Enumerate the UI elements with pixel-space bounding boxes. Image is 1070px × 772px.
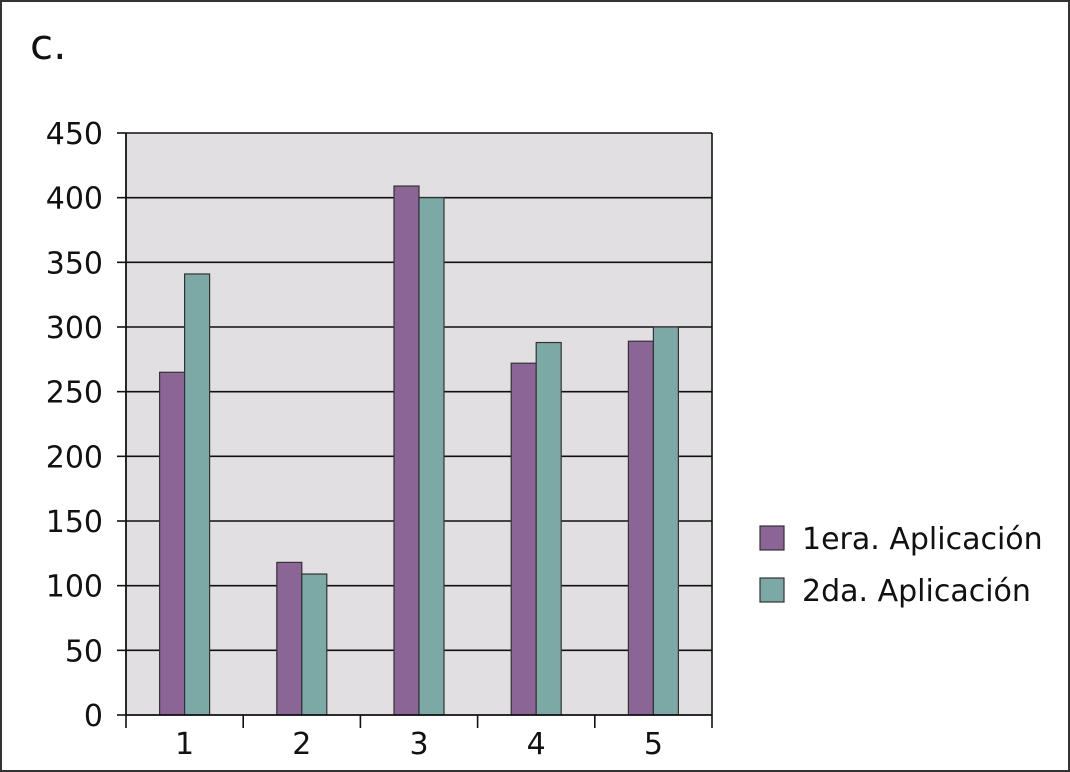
y-axis-ticks: 0 50 100 150 200 250 300 350 400 450 bbox=[46, 117, 126, 734]
bar-series1-cat3 bbox=[393, 185, 420, 716]
bars bbox=[159, 185, 680, 716]
bar-series2-cat4 bbox=[535, 341, 562, 716]
y-tick-label: 100 bbox=[46, 570, 103, 605]
bar-series1-cat1 bbox=[159, 371, 186, 716]
y-tick-label: 400 bbox=[46, 182, 103, 217]
bar-series1-cat2 bbox=[276, 561, 303, 716]
y-tick-label: 0 bbox=[84, 699, 103, 734]
bar-series1-cat4 bbox=[510, 362, 537, 716]
axes bbox=[125, 133, 713, 716]
y-tick-label: 150 bbox=[46, 505, 103, 540]
legend-swatch-2 bbox=[759, 577, 785, 603]
bar-series1-cat5 bbox=[627, 340, 655, 716]
y-tick-label: 300 bbox=[46, 311, 103, 346]
legend: 1era. Aplicación 2da. Aplicación bbox=[759, 522, 1043, 609]
x-tick-label: 3 bbox=[409, 727, 428, 762]
bar-series2-cat5 bbox=[652, 326, 680, 716]
x-tick-label: 1 bbox=[175, 727, 194, 762]
legend-label-2: 2da. Aplicación bbox=[802, 574, 1031, 609]
x-tick-label: 5 bbox=[644, 727, 663, 762]
bar-series2-cat2 bbox=[301, 573, 328, 716]
bar-series2-cat3 bbox=[418, 197, 445, 716]
legend-swatch-1 bbox=[759, 525, 785, 551]
x-tick-label: 2 bbox=[292, 727, 311, 762]
y-tick-label: 250 bbox=[46, 376, 103, 411]
y-tick-label: 350 bbox=[46, 246, 103, 281]
bar-series2-cat1 bbox=[184, 273, 211, 716]
x-tick-label: 4 bbox=[527, 727, 546, 762]
y-tick-label: 50 bbox=[65, 634, 103, 669]
legend-label-1: 1era. Aplicación bbox=[802, 522, 1043, 557]
y-tick-label: 200 bbox=[46, 440, 103, 475]
x-axis-ticks: 1 2 3 4 5 bbox=[125, 715, 713, 762]
panel-label: c. bbox=[30, 20, 67, 69]
y-tick-label: 450 bbox=[46, 117, 103, 152]
